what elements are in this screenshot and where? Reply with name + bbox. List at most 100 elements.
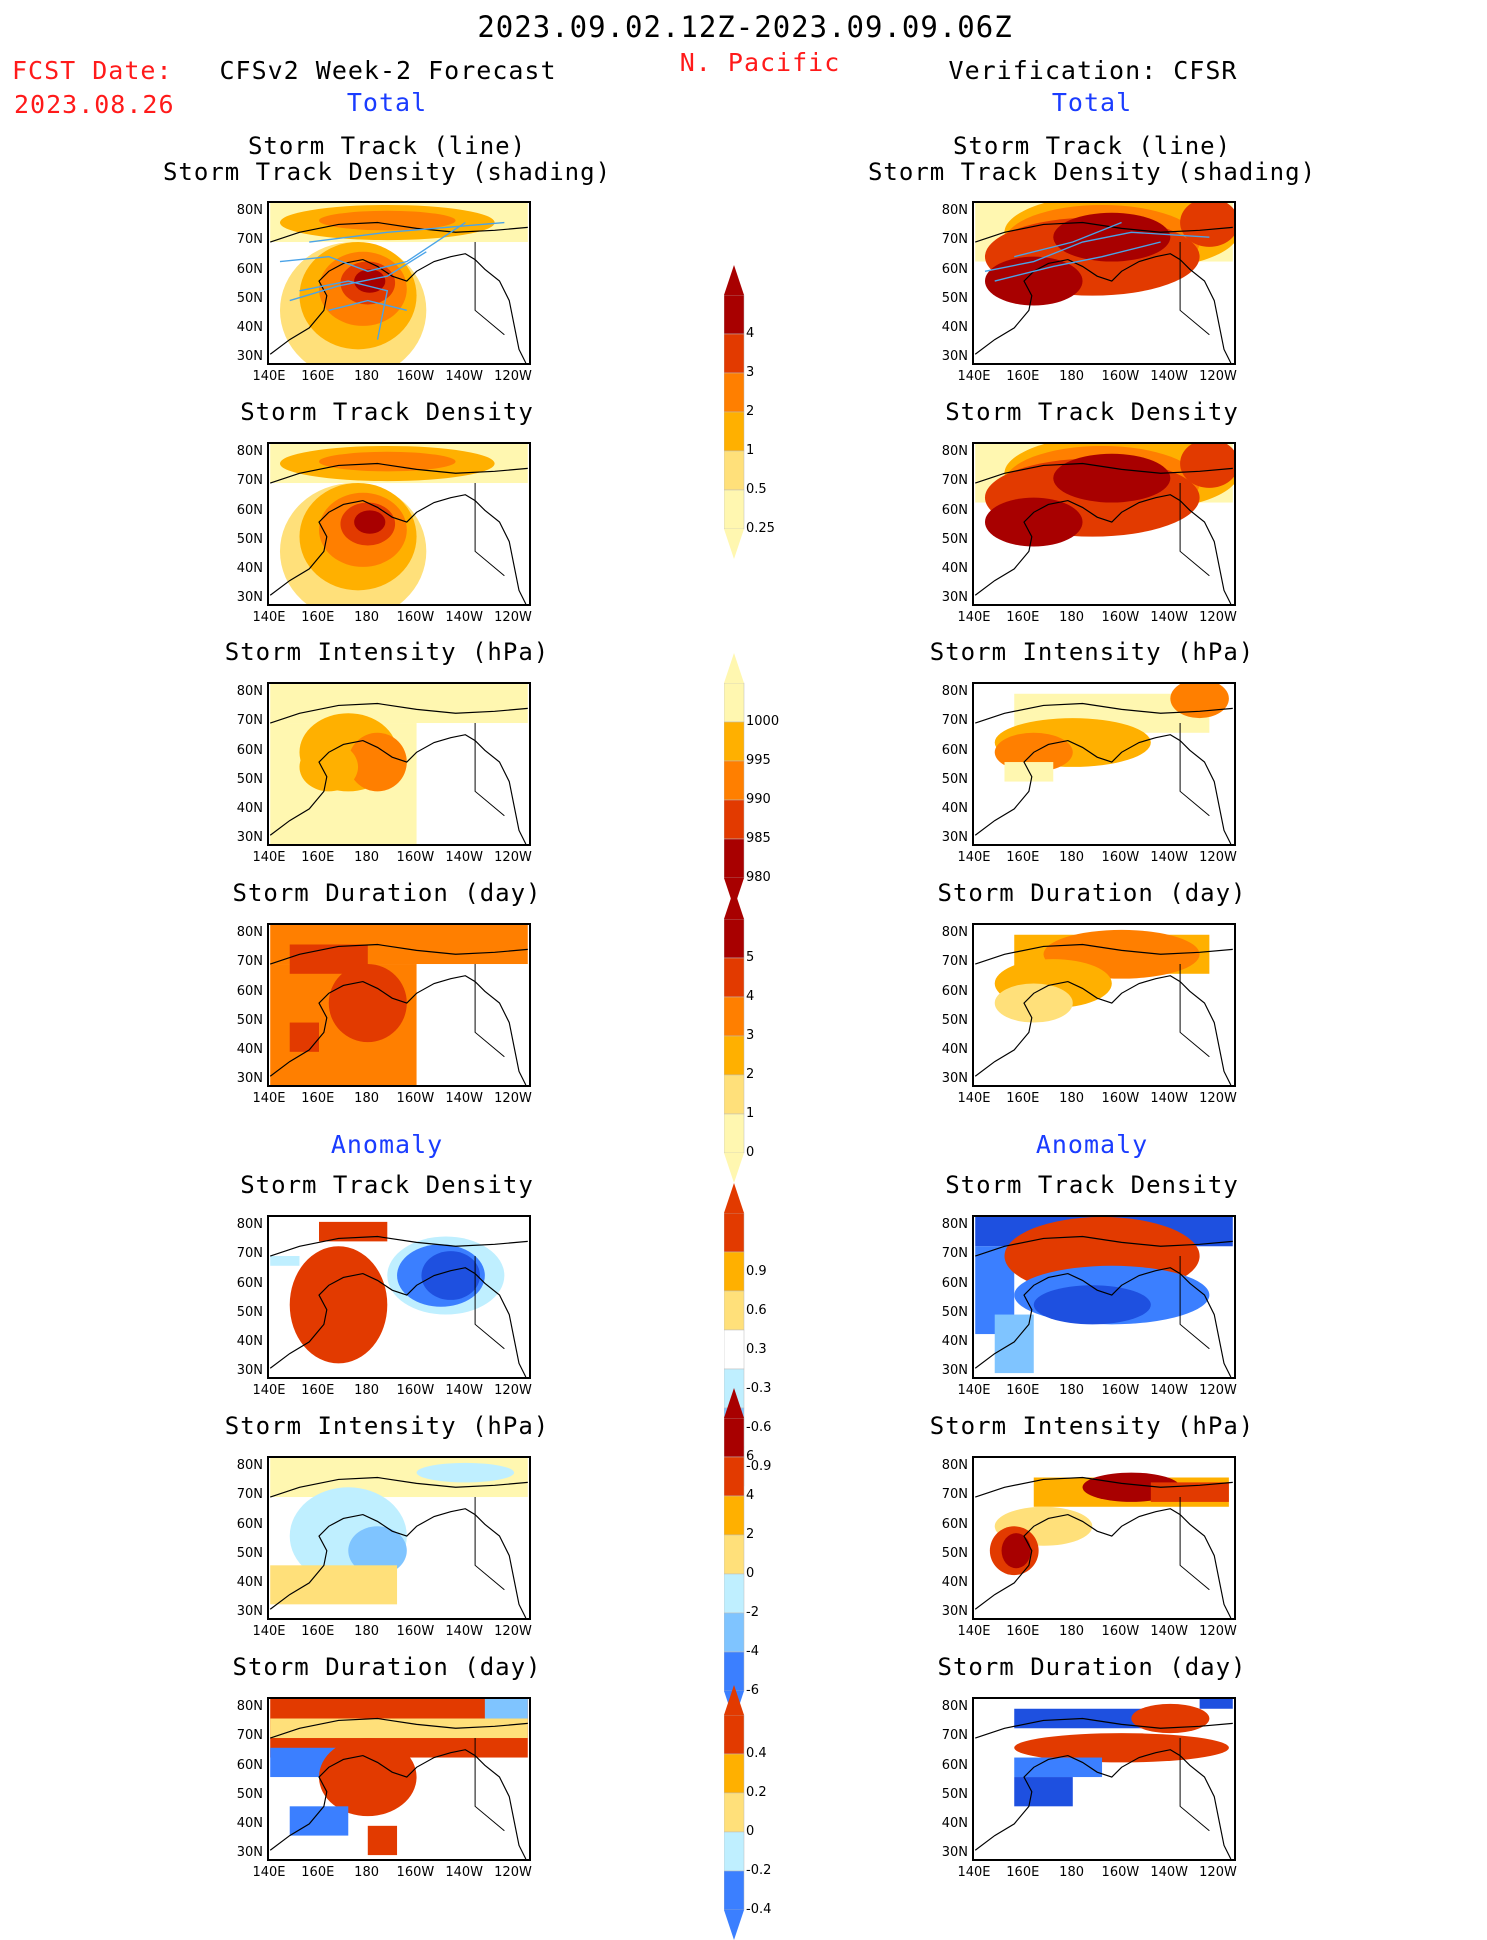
lat-label: 60N — [941, 983, 968, 999]
panel-title-track-shading: Storm Track Density (shading) — [162, 158, 612, 186]
colorbar-label: -2 — [746, 1605, 759, 1620]
lon-label: 160W — [1101, 1383, 1140, 1398]
fcst-date: 2023.08.26 — [14, 90, 175, 119]
lat-label: 40N — [941, 1042, 968, 1058]
lat-label: 60N — [236, 1516, 263, 1532]
lat-label: 80N — [941, 1217, 968, 1232]
colorbar-label: 0.5 — [746, 482, 767, 497]
lat-label: 70N — [236, 1728, 263, 1744]
lat-label: 60N — [236, 502, 263, 518]
lon-label: 180 — [1059, 1865, 1085, 1880]
lon-label: 120W — [494, 1865, 532, 1880]
lon-label: 140W — [445, 610, 484, 625]
lon-label: 120W — [494, 850, 532, 865]
lat-label: 70N — [941, 1487, 968, 1503]
right-map-panel — [972, 923, 1236, 1087]
lat-label: 50N — [236, 1012, 263, 1028]
colorbar-bottom-arrow — [724, 529, 744, 559]
lon-label: 160E — [1006, 850, 1040, 865]
colorbar-label: -0.3 — [746, 1380, 772, 1396]
lon-label: 140E — [957, 1624, 991, 1639]
lon-label: 140W — [1150, 369, 1189, 384]
lat-label: 60N — [941, 1275, 968, 1291]
lon-label: 140W — [1150, 1383, 1189, 1398]
lon-label: 140E — [957, 610, 991, 625]
lat-label: 50N — [941, 290, 968, 306]
lon-label: 160W — [1101, 850, 1140, 865]
colorbar-swatch — [724, 1753, 745, 1794]
lon-label: 140E — [252, 1383, 286, 1398]
lon-label: 160W — [396, 1865, 435, 1880]
lon-label: 140E — [252, 1624, 286, 1639]
colorbar-label: 2 — [746, 1067, 755, 1082]
fcst-label: FCST Date: — [12, 56, 173, 85]
lon-label: 160E — [1006, 610, 1040, 625]
lon-label: 160W — [1101, 1624, 1140, 1639]
colorbar-label: 0 — [746, 1145, 755, 1160]
colorbar-label: 0.6 — [746, 1302, 767, 1318]
lat-label: 60N — [236, 261, 263, 277]
colorbar-swatch — [724, 489, 745, 530]
left-anomaly-label: Anomaly — [330, 1130, 444, 1159]
colorbar-swatch — [724, 1113, 745, 1154]
lat-label: 80N — [236, 444, 263, 459]
colorbar-label: 3 — [746, 365, 755, 380]
colorbar-label: 2 — [746, 1527, 755, 1542]
lon-label: 180 — [354, 1865, 380, 1880]
map-graphic — [974, 684, 1233, 844]
lat-label: 70N — [941, 232, 968, 248]
map-graphic — [269, 684, 528, 844]
lon-label: 180 — [354, 369, 380, 384]
lat-label: 30N — [941, 1604, 968, 1620]
map-graphic — [974, 1699, 1233, 1859]
lat-label: 80N — [941, 925, 968, 940]
lon-label: 140E — [252, 610, 286, 625]
lat-label: 80N — [236, 1217, 263, 1232]
lon-label: 140W — [1150, 1865, 1189, 1880]
colorbar-swatch — [724, 1074, 745, 1115]
date-range: 2023.09.02.12Z-2023.09.09.06Z — [477, 10, 1013, 44]
lon-label: 180 — [354, 850, 380, 865]
lon-label: 140E — [957, 1091, 991, 1106]
left-title: CFSv2 Week-2 Forecast — [219, 56, 557, 85]
colorbar-label: 2 — [746, 404, 755, 419]
lat-label: 40N — [941, 1816, 968, 1832]
lon-label: 160E — [1006, 1383, 1040, 1398]
lat-label: 80N — [236, 203, 263, 218]
colorbar-label: 4 — [746, 326, 755, 341]
colorbar-label: -4 — [746, 1644, 759, 1659]
lon-label: 180 — [1059, 1383, 1085, 1398]
lon-label: 140W — [445, 369, 484, 384]
left-map-panel — [267, 923, 531, 1087]
colorbar-label: 0 — [746, 1824, 755, 1839]
lat-label: 80N — [941, 1458, 968, 1473]
lat-label: 30N — [941, 1363, 968, 1379]
colorbar-label: -0.9 — [746, 1458, 772, 1474]
lon-label: 140W — [445, 1383, 484, 1398]
lon-label: 180 — [354, 610, 380, 625]
left-map-panel — [267, 682, 531, 846]
lon-label: 180 — [354, 1383, 380, 1398]
lat-label: 30N — [236, 1071, 263, 1087]
lat-label: 50N — [236, 1545, 263, 1561]
panel-title-duration: Storm Duration (day) — [232, 879, 542, 907]
lat-label: 30N — [236, 590, 263, 606]
lat-label: 50N — [941, 1304, 968, 1320]
lat-label: 70N — [236, 1246, 263, 1262]
left-map-panel — [267, 1456, 531, 1620]
lat-label: 80N — [941, 684, 968, 699]
colorbar-swatch — [724, 721, 745, 762]
colorbar-label: 985 — [746, 831, 771, 846]
colorbar-swatch — [724, 838, 745, 879]
colorbar-swatch — [724, 1714, 745, 1755]
colorbar-swatch — [724, 333, 745, 374]
panel-title-density: Storm Track Density — [945, 1171, 1239, 1199]
panel-title-duration: Storm Duration (day) — [937, 1653, 1247, 1681]
colorbar-swatch — [724, 372, 745, 413]
lat-label: 60N — [236, 742, 263, 758]
lon-label: 140W — [445, 1091, 484, 1106]
panel-title-intensity: Storm Intensity (hPa) — [929, 1412, 1255, 1440]
lat-label: 60N — [236, 983, 263, 999]
lon-label: 140W — [1150, 850, 1189, 865]
panel-title-intensity: Storm Intensity (hPa) — [224, 638, 550, 666]
